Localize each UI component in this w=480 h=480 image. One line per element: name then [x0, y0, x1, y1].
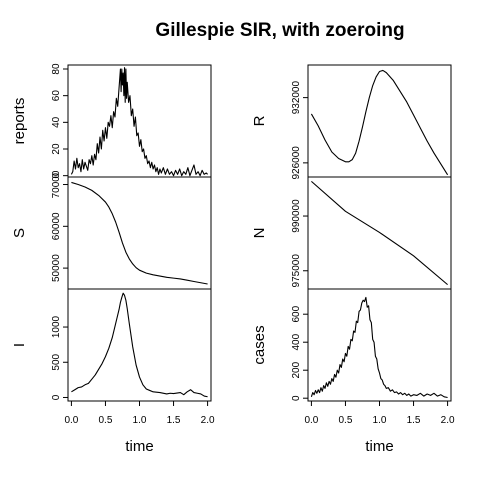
panel-frame — [307, 288, 452, 402]
y-tick-label: 600 — [291, 305, 302, 322]
y-tick-label: 20 — [51, 143, 62, 155]
y-axis-label: S — [11, 228, 28, 238]
y-tick-label: 932000 — [291, 81, 302, 115]
y-tick-label: 500 — [51, 353, 62, 370]
y-tick-label: 60 — [51, 90, 62, 102]
x-tick-label: 0.5 — [338, 415, 352, 426]
series-line-N — [311, 180, 448, 286]
y-axis-label: cases — [251, 325, 268, 364]
x-tick-label: 0.5 — [98, 415, 112, 426]
x-tick-label: 2.0 — [201, 415, 215, 426]
series-line-S — [71, 181, 208, 285]
x-tick-label: 0.0 — [64, 415, 78, 426]
y-tick-label: 990000 — [291, 199, 302, 233]
y-tick-label: 926000 — [291, 146, 302, 180]
x-axis-label: time — [125, 438, 153, 455]
y-tick-label: 0 — [51, 394, 62, 400]
y-tick-label: 0 — [51, 172, 62, 178]
panels: 0 20 40 60 80 reports 50000 60000 70000 S 0 500 1000… — [11, 63, 455, 455]
panel-I: 0 500 1000 I 0.0 0.5 1.0 1.5 2.0 time — [11, 288, 215, 455]
series-line-cases — [310, 296, 448, 399]
x-tick-label: 1.5 — [167, 415, 181, 426]
panel-frame — [67, 288, 212, 402]
x-tick-label: 2.0 — [441, 415, 455, 426]
series-line-R — [310, 69, 449, 176]
panel-N: 975000 990000 N — [251, 176, 452, 290]
x-tick-label: 0.0 — [304, 415, 318, 426]
y-axis-label: I — [11, 343, 28, 347]
y-tick-label: 400 — [291, 333, 302, 350]
y-tick-label: 50000 — [51, 254, 62, 282]
x-tick-label: 1.5 — [407, 415, 421, 426]
figure-title: Gillespie SIR, with zoeroing — [155, 20, 404, 41]
y-axis-label: reports — [11, 98, 28, 145]
y-axis-label: N — [251, 228, 268, 239]
x-axis-label: time — [365, 438, 393, 455]
x-tick-label: 1.0 — [373, 415, 387, 426]
y-tick-label: 80 — [51, 63, 62, 75]
series-line-I — [71, 292, 208, 398]
y-tick-label: 0 — [291, 395, 302, 401]
panel-frame — [307, 64, 452, 178]
y-tick-label: 40 — [51, 116, 62, 128]
y-axis-label: R — [251, 115, 268, 126]
series-line-reports — [70, 67, 208, 177]
panel-frame — [67, 176, 212, 290]
y-tick-label: 60000 — [51, 212, 62, 240]
panel-S: 50000 60000 70000 S — [11, 170, 212, 290]
y-tick-label: 70000 — [51, 170, 62, 198]
panel-reports: 0 20 40 60 80 reports — [11, 63, 212, 178]
y-tick-label: 1000 — [51, 315, 62, 338]
y-tick-label: 975000 — [291, 254, 302, 288]
y-tick-label: 200 — [291, 361, 302, 378]
x-tick-label: 1.0 — [133, 415, 147, 426]
panel-R: 926000 932000 R — [251, 64, 452, 180]
panel-cases: 0 200 400 600 cases 0.0 0.5 1.0 1.5 2.0 time — [251, 288, 455, 455]
